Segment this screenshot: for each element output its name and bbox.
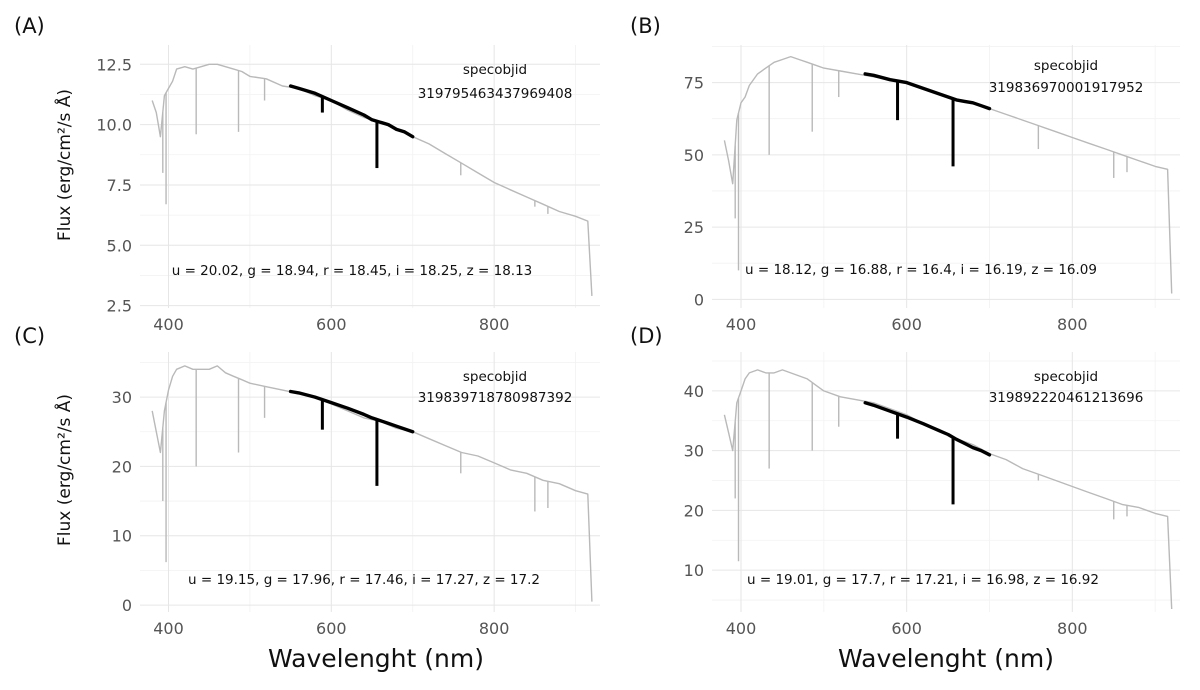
panel-letter: (A): [14, 14, 45, 38]
y-tick-label: 0: [694, 290, 704, 309]
x-tick-label: 400: [153, 315, 184, 334]
y-tick-label: 50: [684, 146, 704, 165]
x-tick-label: 800: [1057, 619, 1088, 638]
x-axis-title-right: Wavelenght (nm): [838, 644, 1054, 673]
y-tick-label: 75: [684, 74, 704, 93]
panel-3: 400 600 800 0 10 20 30 (C) specobjid 319839718780…: [14, 324, 600, 638]
magnitudes-annotation: u = 19.15, g = 17.96, r = 17.46, i = 17.…: [188, 572, 540, 588]
magnitudes-annotation: u = 18.12, g = 16.88, r = 16.4, i = 16.1…: [745, 262, 1097, 278]
y-tick-label: 30: [684, 442, 704, 461]
y-tick-label: 30: [112, 388, 132, 407]
spectrum-line-visible: [863, 72, 992, 111]
panel-1: 400 600 800 2.5 5.0 7.5 10.0 12.5 (A) specobjid 31…: [14, 14, 600, 334]
x-tick-label: 600: [891, 315, 922, 334]
y-tick-label: 7.5: [107, 176, 132, 195]
y-tick-label: 10: [684, 561, 704, 580]
x-tick-label: 800: [479, 619, 510, 638]
y-axis-title-bottom: Flux (erg/cm²/s Å): [53, 394, 75, 546]
panel-letter: (B): [630, 14, 661, 38]
y-tick-label: 20: [112, 457, 132, 476]
spectrum-line-full: [723, 369, 1173, 610]
y-axis-title-top: Flux (erg/cm²/s Å): [53, 89, 75, 241]
x-tick-label: 600: [891, 619, 922, 638]
specobjid-label: specobjid: [463, 62, 527, 78]
specobjid-value: 319892220461213696: [989, 390, 1144, 406]
x-tick-label: 400: [726, 315, 757, 334]
x-tick-label: 600: [316, 619, 347, 638]
x-tick-label: 800: [1057, 315, 1088, 334]
y-tick-label: 2.5: [107, 297, 132, 316]
x-axis-title-left: Wavelenght (nm): [268, 644, 484, 673]
specobjid-label: specobjid: [463, 369, 527, 385]
x-tick-label: 800: [479, 315, 510, 334]
y-tick-label: 20: [684, 501, 704, 520]
y-tick-label: 25: [684, 218, 704, 237]
x-tick-label: 400: [153, 619, 184, 638]
panel-letter: (D): [630, 324, 663, 348]
y-tick-label: 40: [684, 382, 704, 401]
specobjid-value: 319839718780987392: [418, 390, 573, 406]
y-tick-label: 5.0: [107, 236, 132, 255]
spectrum-line-visible: [863, 401, 992, 457]
y-tick-label: 0: [122, 596, 132, 615]
x-tick-label: 400: [726, 619, 757, 638]
panel-letter: (C): [14, 324, 45, 348]
panel-4: 400 600 800 10 20 30 40 (D) specobjid 31989222046…: [630, 324, 1180, 638]
y-tick-label: 12.5: [96, 55, 132, 74]
y-tick-label: 10.0: [96, 116, 132, 135]
magnitudes-annotation: u = 19.01, g = 17.7, r = 17.21, i = 16.9…: [747, 572, 1099, 588]
spectrum-line-visible: [288, 84, 415, 139]
panels: 400 600 8002.55.07.510.012.5(A)specobjid31…: [14, 14, 1180, 638]
specobjid-label: specobjid: [1034, 58, 1098, 74]
spectrum-line-visible: [288, 389, 415, 434]
specobjid-label: specobjid: [1034, 369, 1098, 385]
specobjid-value: 319795463437969408: [418, 86, 573, 102]
panel-2: 400 600 800 0 25 50 75 (B) specobjid 319836970001…: [630, 14, 1180, 334]
y-tick-label: 10: [112, 527, 132, 546]
magnitudes-annotation: u = 20.02, g = 18.94, r = 18.45, i = 18.…: [172, 263, 533, 279]
specobjid-value: 319836970001917952: [989, 80, 1144, 96]
x-tick-label: 600: [316, 315, 347, 334]
